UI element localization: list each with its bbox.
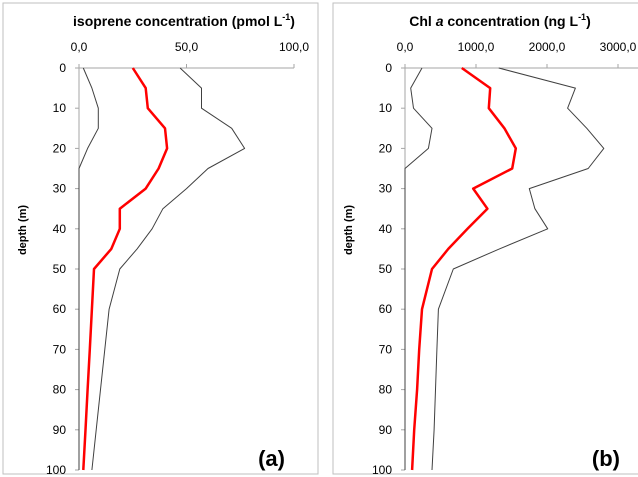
series-line-median <box>82 67 169 471</box>
y-tick-label: 10 <box>379 101 393 115</box>
series-line-range <box>91 67 246 471</box>
panel-b-frame <box>332 2 638 475</box>
y-tick-label: 90 <box>379 423 393 437</box>
y-tick-label: 40 <box>379 222 393 236</box>
y-tick-label: 90 <box>53 423 67 437</box>
x-tick-label: 1000,0 <box>458 40 495 54</box>
series-line-range <box>78 67 99 470</box>
y-tick-label: 0 <box>59 61 66 75</box>
y-tick-label: 10 <box>53 101 67 115</box>
x-tick-label: 50,0 <box>175 40 199 54</box>
y-tick-label: 60 <box>379 302 393 316</box>
y-tick-label: 40 <box>53 222 67 236</box>
chart-panel-b: Chl a concentration (ng L-1) 0,0 1000,0 20… <box>332 2 638 477</box>
y-tick-label: 50 <box>53 262 67 276</box>
panel-a-frame <box>2 2 319 475</box>
y-tick-label: 30 <box>379 182 393 196</box>
series-line-range <box>431 67 605 471</box>
x-tick-label: 100,0 <box>279 40 309 54</box>
panel-a-x-tick-labels: 0,0 50,0 100,0 <box>71 40 309 68</box>
panel-b-y-axis-label: depth (m) <box>343 205 355 255</box>
panel-a-series-group <box>78 67 246 471</box>
x-tick-label: 2000,0 <box>529 40 566 54</box>
panel-a-y-axis-label: depth (m) <box>17 205 29 255</box>
y-tick-label: 100 <box>372 463 392 477</box>
panel-b-y-tick-labels: 0 10 20 30 40 50 60 70 80 90 100 <box>372 61 405 477</box>
panel-a-title: isoprene concentration (pmol L-1) <box>73 12 295 29</box>
y-tick-label: 20 <box>53 141 67 155</box>
series-line-median <box>410 66 518 471</box>
x-tick-label: 0,0 <box>71 40 88 54</box>
y-tick-label: 0 <box>385 61 392 75</box>
x-tick-label: 3000,0 <box>600 40 637 54</box>
panel-b-title: Chl a concentration (ng L-1) <box>409 12 591 29</box>
y-tick-label: 70 <box>379 342 393 356</box>
y-tick-label: 60 <box>53 302 67 316</box>
chart-panel-a: isoprene concentration (pmol L-1) 0,0 50,… <box>2 2 319 477</box>
y-tick-label: 50 <box>379 262 393 276</box>
y-tick-label: 30 <box>53 182 67 196</box>
panel-b-x-tick-labels: 0,0 1000,0 2000,0 3000,0 <box>397 40 637 68</box>
y-tick-label: 80 <box>53 383 67 397</box>
y-tick-label: 100 <box>46 463 66 477</box>
panel-a-y-tick-labels: 0 10 20 30 40 50 60 70 80 90 100 <box>46 61 79 477</box>
y-tick-label: 20 <box>379 141 393 155</box>
panel-b-label: (b) <box>592 446 620 471</box>
y-tick-label: 70 <box>53 342 67 356</box>
series-line-range <box>404 67 433 470</box>
panel-a-label: (a) <box>258 446 285 471</box>
y-tick-label: 80 <box>379 383 393 397</box>
panel-b-series-group <box>404 66 605 471</box>
x-tick-label: 0,0 <box>397 40 414 54</box>
